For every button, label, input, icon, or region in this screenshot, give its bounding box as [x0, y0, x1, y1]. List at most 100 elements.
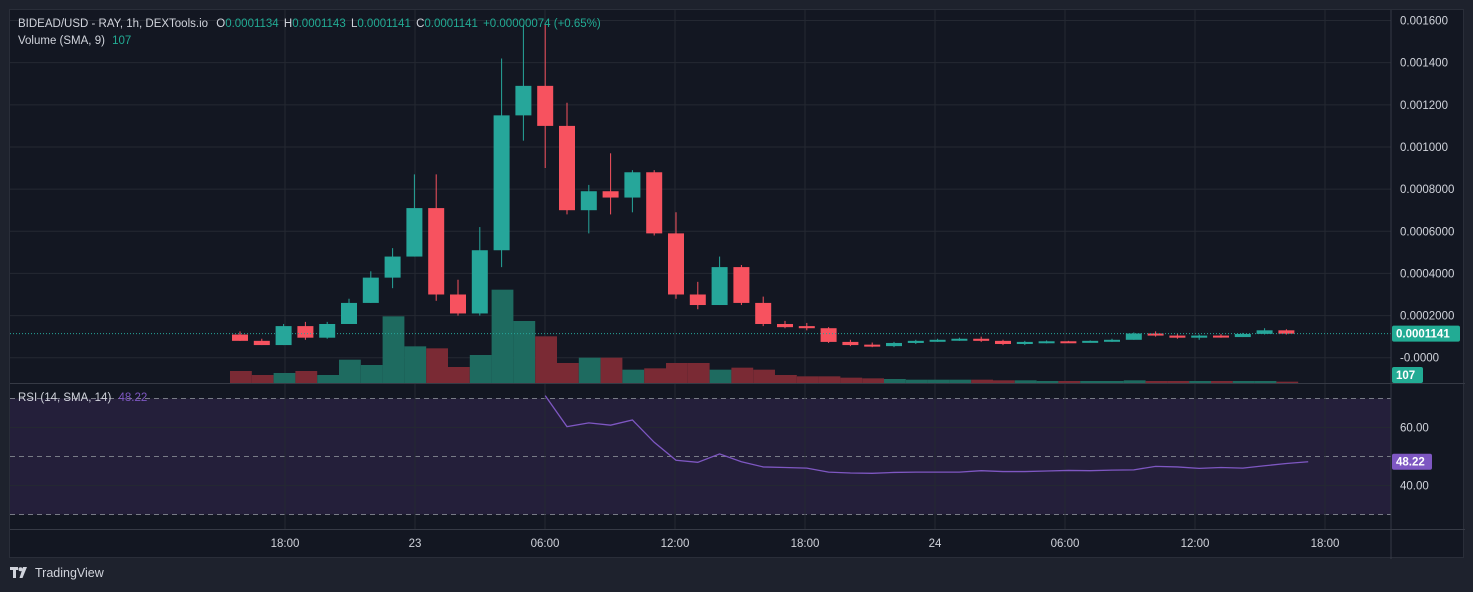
volume-bar: [382, 316, 405, 383]
volume-bar: [1232, 381, 1255, 383]
volume-bar: [644, 368, 666, 383]
candle-body: [1256, 330, 1273, 334]
candle-body: [689, 294, 706, 306]
x-tick-label: 23: [409, 538, 422, 550]
chart-canvas[interactable]: 18:00 23 06:00 12:00 18:00 24 06:00 12:00 18:00 0…: [10, 10, 1465, 559]
candle-body: [929, 339, 946, 342]
candle-body: [646, 172, 663, 234]
candle-body: [733, 267, 750, 303]
volume-bar: [1102, 381, 1124, 383]
candle-body: [297, 326, 314, 338]
volume-legend[interactable]: Volume (SMA, 9) 107: [18, 35, 131, 47]
x-tick-label: 18:00: [1311, 538, 1340, 550]
volume-bar: [469, 355, 492, 383]
x-tick-label: 12:00: [661, 538, 690, 550]
volume-bar: [775, 375, 797, 383]
volume-bar: [339, 359, 361, 383]
y-tick-label: 0.001000: [1400, 142, 1448, 154]
volume-bar: [731, 367, 754, 383]
volume-label: Volume (SMA, 9): [18, 35, 105, 47]
open-value: 0.0001134: [225, 18, 279, 30]
y-tick-label: 0.0006000: [1400, 226, 1454, 238]
volume-bar: [1254, 381, 1277, 383]
rsi-tick-label: 40.00: [1400, 481, 1429, 493]
candle-body: [1278, 330, 1295, 334]
candle-body: [471, 250, 488, 314]
tradingview-brand[interactable]: TradingView: [10, 566, 104, 580]
candle-body: [973, 338, 990, 341]
candle-body: [1234, 333, 1251, 338]
volume-bars: [230, 289, 1299, 383]
candle-body: [493, 115, 510, 251]
volume-bar: [1014, 380, 1037, 383]
candle-body: [624, 172, 641, 198]
candle-body: [362, 277, 379, 303]
candle-body: [253, 340, 270, 346]
low-label: L: [350, 18, 358, 30]
candle-body: [1147, 333, 1164, 336]
candle-body: [951, 338, 968, 341]
rsi-bands: [10, 398, 1391, 515]
y-tick-label: 0.001200: [1400, 100, 1448, 112]
chart-frame[interactable]: 18:00 23 06:00 12:00 18:00 24 06:00 12:00 18:00 0…: [9, 9, 1465, 559]
rsi-series-line: [544, 395, 1309, 474]
volume-value: 107: [112, 35, 132, 47]
y-tick-label: 0.0002000: [1400, 311, 1454, 323]
rsi-tick-label: 60.00: [1400, 423, 1429, 435]
y-tick-label: 0.0008000: [1400, 184, 1454, 196]
volume-bar: [840, 377, 863, 383]
volume-bar: [1167, 381, 1190, 383]
axes: [10, 10, 1465, 559]
high-label: H: [283, 18, 293, 30]
ohlc-legend: BIDEAD/USD - RAY, 1h, DEXTools.io O0.000…: [18, 18, 601, 30]
change-value: +0.00000074 (+0.65%): [483, 18, 601, 30]
candle-body: [406, 208, 423, 257]
rsi-badge-bg: [1392, 453, 1432, 470]
y-tick-label: 0.0004000: [1400, 268, 1454, 280]
candle-body: [755, 302, 772, 324]
candle-body: [537, 85, 554, 126]
volume-bar: [404, 346, 427, 383]
volume-bar: [1123, 380, 1146, 383]
rsi-line: [544, 395, 1309, 474]
volume-bar: [295, 371, 318, 383]
candle-body: [1169, 335, 1186, 338]
x-tick-label: 18:00: [271, 538, 300, 550]
candle-body: [450, 294, 466, 314]
symbol-label[interactable]: BIDEAD/USD - RAY, 1h, DEXTools.io: [18, 18, 209, 30]
candle-body: [515, 85, 532, 116]
rsi-legend[interactable]: RSI (14, SMA, 14) 48.22: [18, 392, 147, 404]
volume-bar: [666, 363, 688, 383]
volume-bar: [1080, 381, 1102, 383]
volume-bar: [251, 375, 274, 383]
last-price-badge-text: 0.0001141: [1396, 329, 1450, 341]
volume-bar: [426, 348, 448, 383]
last-price-badge-bg: [1392, 325, 1460, 342]
volume-bar: [1189, 381, 1211, 383]
volume-bar: [360, 365, 383, 383]
open-label: O: [216, 18, 226, 30]
volume-bar: [317, 375, 339, 383]
volume-bar: [949, 379, 972, 383]
x-tick-label: 24: [929, 538, 942, 550]
volume-bar: [273, 373, 296, 383]
volume-bar: [753, 369, 775, 383]
volume-bar: [448, 367, 470, 383]
rsi-badge-text: 48.22: [1396, 457, 1425, 469]
candle-body: [341, 302, 357, 324]
candle-body: [1125, 333, 1142, 340]
candle-body: [1060, 341, 1077, 344]
volume-badge-bg: [1392, 367, 1423, 383]
axis-labels: 18:00 23 06:00 12:00 18:00 24 06:00 12:00 18:00 0…: [271, 16, 1460, 550]
close-value: 0.0001141: [424, 18, 478, 30]
candle-body: [275, 326, 292, 346]
candle-body: [602, 191, 619, 198]
y-tick-label: -0.0000: [1400, 353, 1439, 365]
volume-bar: [1276, 381, 1299, 383]
candlesticks: [232, 24, 1295, 348]
candle-body: [864, 344, 881, 347]
x-tick-label: 06:00: [531, 538, 560, 550]
x-tick-label: 18:00: [791, 538, 820, 550]
candle-body: [580, 191, 597, 211]
candle-body: [319, 323, 336, 338]
